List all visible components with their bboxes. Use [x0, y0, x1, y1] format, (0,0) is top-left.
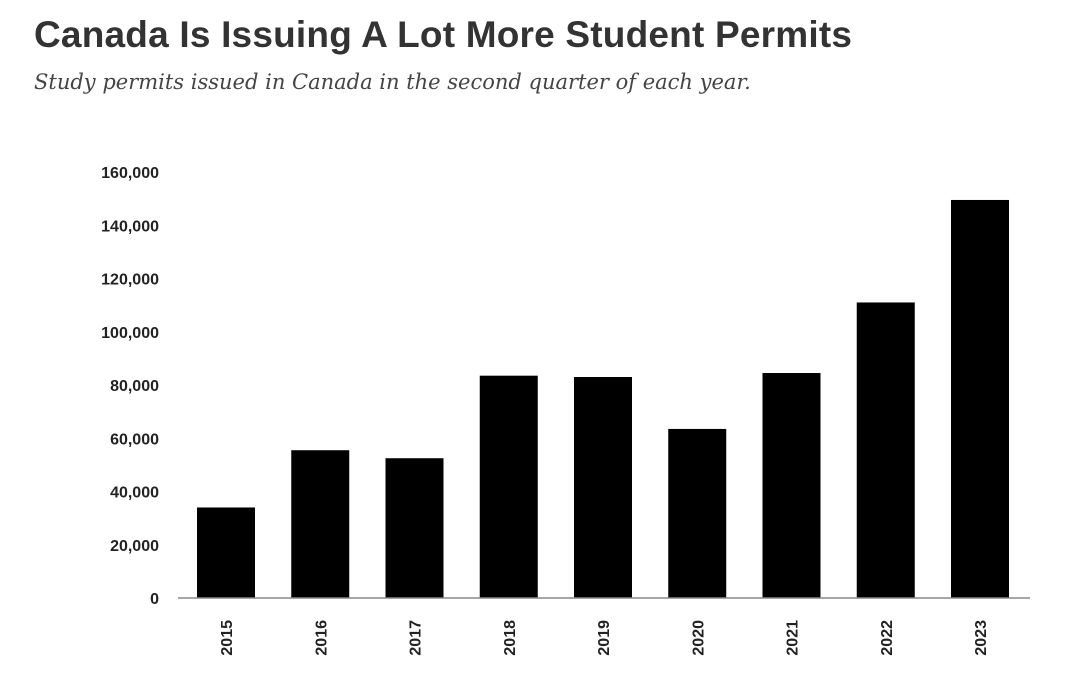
- x-axis: 2015 2016 2017 2018 2019 2020 2021 2022 2023: [219, 620, 990, 656]
- bar-2018: [479, 375, 538, 598]
- y-tick-label: 0: [150, 591, 159, 608]
- y-axis: 0 20,000 40,000 60,000 80,000 100,000 120,000 1…: [101, 165, 159, 608]
- y-tick-label: 60,000: [110, 431, 159, 448]
- y-tick-label: 20,000: [110, 538, 159, 555]
- x-tick-label: 2017: [408, 620, 425, 656]
- y-tick-label: 80,000: [110, 378, 159, 395]
- x-tick-label: 2021: [785, 620, 802, 656]
- x-tick-label: 2015: [219, 620, 236, 656]
- x-tick-label: 2022: [879, 620, 896, 656]
- y-tick-label: 100,000: [101, 325, 159, 342]
- x-tick-label: 2020: [690, 620, 707, 656]
- chart-subtitle: Study permits issued in Canada in the se…: [34, 70, 751, 94]
- y-tick-label: 160,000: [101, 165, 159, 182]
- bar-2016: [291, 450, 350, 598]
- y-tick-label: 120,000: [101, 272, 159, 289]
- bar-2020: [668, 428, 727, 598]
- bar-2017: [385, 458, 444, 598]
- y-tick-label: 40,000: [110, 485, 159, 502]
- bar-2022: [856, 302, 915, 598]
- chart-title: Canada Is Issuing A Lot More Student Per…: [34, 14, 853, 55]
- bar-2019: [574, 377, 632, 598]
- x-tick-label: 2023: [973, 620, 990, 656]
- bar-2021: [762, 373, 821, 598]
- y-tick-label: 140,000: [101, 218, 159, 235]
- bars: [197, 199, 1009, 599]
- x-tick-label: 2019: [596, 620, 613, 656]
- bar-2015: [197, 507, 255, 598]
- bar-2023: [951, 199, 1009, 599]
- x-tick-label: 2016: [313, 620, 330, 656]
- x-tick-label: 2018: [502, 620, 519, 656]
